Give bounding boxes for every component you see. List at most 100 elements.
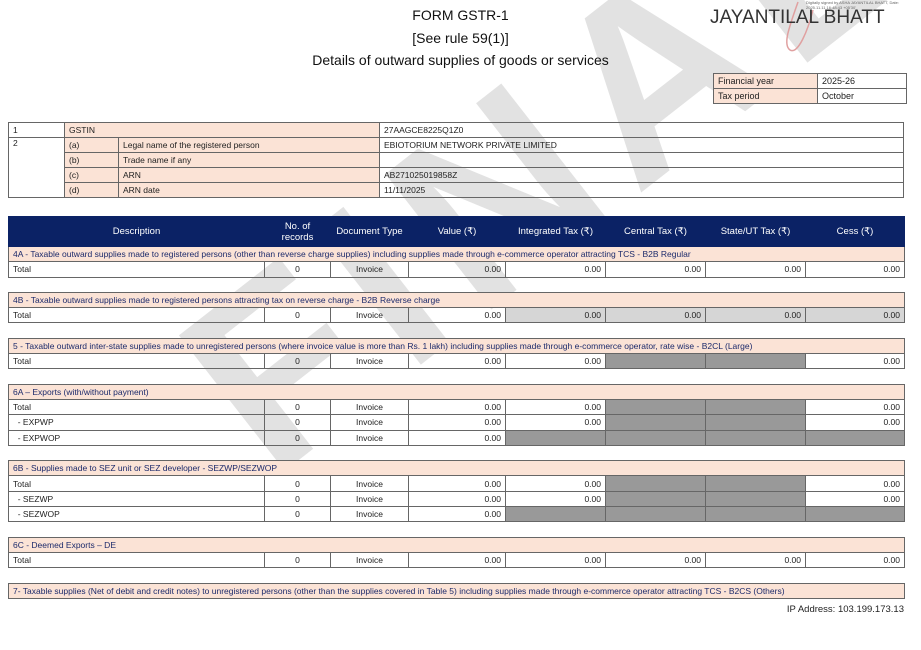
amount-cell: 0.00	[408, 429, 506, 446]
amount-cell: 0.00	[805, 261, 905, 278]
spacer-cell	[8, 276, 905, 293]
legal-name-label: Legal name of the registered person	[118, 137, 380, 153]
amount-cell: 0.00	[505, 551, 606, 569]
column-header: Document Type	[330, 216, 409, 247]
row-number: 2	[8, 137, 65, 198]
disabled-cell	[605, 475, 706, 492]
section-title: 6B - Supplies made to SEZ unit or SEZ de…	[8, 460, 905, 477]
item-key: (a)	[64, 137, 119, 153]
row-description: Total	[8, 261, 265, 278]
section-title: 4A - Taxable outward supplies made to re…	[8, 245, 905, 263]
financial-year-value: 2025-26	[817, 73, 907, 89]
financial-year-label: Financial year	[713, 73, 818, 89]
item-key: (d)	[64, 182, 119, 198]
ip-address: IP Address: 103.199.173.13	[786, 604, 904, 615]
period-table: Financial year 2025-26 Tax period October	[713, 73, 907, 104]
column-header: No. of records	[264, 216, 331, 247]
section-title: 7- Taxable supplies (Net of debit and cr…	[8, 582, 905, 599]
amount-cell: 0.00	[605, 261, 706, 278]
table-row: Total 0 Invoice 0.00 0.00 0.00 0.00 0.00	[8, 261, 905, 278]
disabled-cell	[505, 506, 606, 523]
amount-cell: 0.00	[408, 551, 506, 569]
row-description: Total	[8, 475, 265, 492]
spacer-cell	[8, 322, 905, 339]
section-header-row: 6A – Exports (with/without payment)	[8, 383, 905, 400]
row-description: - EXPWP	[8, 414, 265, 431]
disabled-cell	[605, 429, 706, 446]
disabled-cell	[705, 414, 806, 431]
column-header: Description	[8, 216, 265, 247]
column-header: Cess (₹)	[805, 216, 905, 247]
amount-cell: 0.00	[705, 551, 806, 569]
row-description: Total	[8, 398, 265, 416]
amount-cell: 0.00	[805, 414, 905, 431]
amount-cell: 0.00	[408, 307, 506, 324]
amount-cell: 0.00	[505, 475, 606, 492]
section-header-row: 6B - Supplies made to SEZ unit or SEZ de…	[8, 460, 905, 477]
amount-cell: 0.00	[705, 307, 806, 324]
table-row: Total 0 Invoice 0.00 0.00 0.00 0.00 0.00	[8, 307, 905, 324]
document-type: Invoice	[330, 506, 409, 523]
gstin-label: GSTIN	[64, 122, 380, 138]
disabled-cell	[705, 398, 806, 416]
table-row: - SEZWP 0 Invoice 0.00 0.00 0.00	[8, 490, 905, 508]
amount-cell: 0.00	[408, 506, 506, 523]
amount-cell: 0.00	[605, 551, 706, 569]
amount-cell: 0.00	[505, 307, 606, 324]
table-row: - EXPWOP 0 Invoice 0.00	[8, 429, 905, 446]
table-row: Total 0 Invoice 0.00 0.00 0.00	[8, 353, 905, 370]
spacer-row	[8, 567, 905, 584]
arn-date-label: ARN date	[118, 182, 380, 198]
document-type: Invoice	[330, 475, 409, 492]
record-count: 0	[264, 414, 331, 431]
section-header-row: 5 - Taxable outward inter-state supplies…	[8, 337, 905, 355]
gstin-value: 27AAGCE8225Q1Z0	[379, 122, 904, 138]
record-count: 0	[264, 261, 331, 278]
form-rule: [See rule 59(1)]	[412, 30, 509, 46]
amount-cell: 0.00	[505, 353, 606, 370]
disabled-cell	[705, 475, 806, 492]
document-type: Invoice	[330, 414, 409, 431]
section-header-row: 6C - Deemed Exports – DE	[8, 536, 905, 553]
amount-cell: 0.00	[408, 490, 506, 508]
column-header: Value (₹)	[408, 216, 506, 247]
record-count: 0	[264, 506, 331, 523]
form-subtitle: Details of outward supplies of goods or …	[312, 52, 609, 68]
spacer-row	[8, 444, 905, 462]
amount-cell: 0.00	[805, 307, 905, 324]
record-count: 0	[264, 307, 331, 324]
amount-cell: 0.00	[805, 475, 905, 492]
amount-cell: 0.00	[805, 398, 905, 416]
disabled-cell	[705, 429, 806, 446]
spacer-cell	[8, 521, 905, 538]
arn-label: ARN	[118, 167, 380, 183]
document-type: Invoice	[330, 307, 409, 324]
section-title: 6A – Exports (with/without payment)	[8, 383, 905, 400]
spacer-cell	[8, 567, 905, 584]
document-type: Invoice	[330, 429, 409, 446]
section-title: 4B - Taxable outward supplies made to re…	[8, 291, 905, 309]
record-count: 0	[264, 551, 331, 569]
amount-cell: 0.00	[605, 307, 706, 324]
document-type: Invoice	[330, 490, 409, 508]
spacer-row	[8, 521, 905, 538]
disabled-cell	[605, 353, 706, 370]
row-description: - SEZWP	[8, 490, 265, 508]
column-header: State/UT Tax (₹)	[705, 216, 806, 247]
record-count: 0	[264, 429, 331, 446]
record-count: 0	[264, 490, 331, 508]
amount-cell: 0.00	[408, 475, 506, 492]
signer-name: JAYANTILAL BHATT	[710, 7, 885, 28]
trade-name-label: Trade name if any	[118, 152, 380, 168]
spacer-cell	[8, 368, 905, 385]
amount-cell: 0.00	[408, 353, 506, 370]
signature-details: Digitally signed by ASHA JAYANTILAL BHAT…	[806, 0, 901, 10]
item-key: (b)	[64, 152, 119, 168]
amount-cell: 0.00	[505, 261, 606, 278]
amount-cell: 0.00	[505, 398, 606, 416]
amount-cell: 0.00	[408, 398, 506, 416]
spacer-cell	[8, 444, 905, 462]
amount-cell: 0.00	[408, 261, 506, 278]
spacer-row	[8, 368, 905, 385]
disabled-cell	[705, 490, 806, 508]
